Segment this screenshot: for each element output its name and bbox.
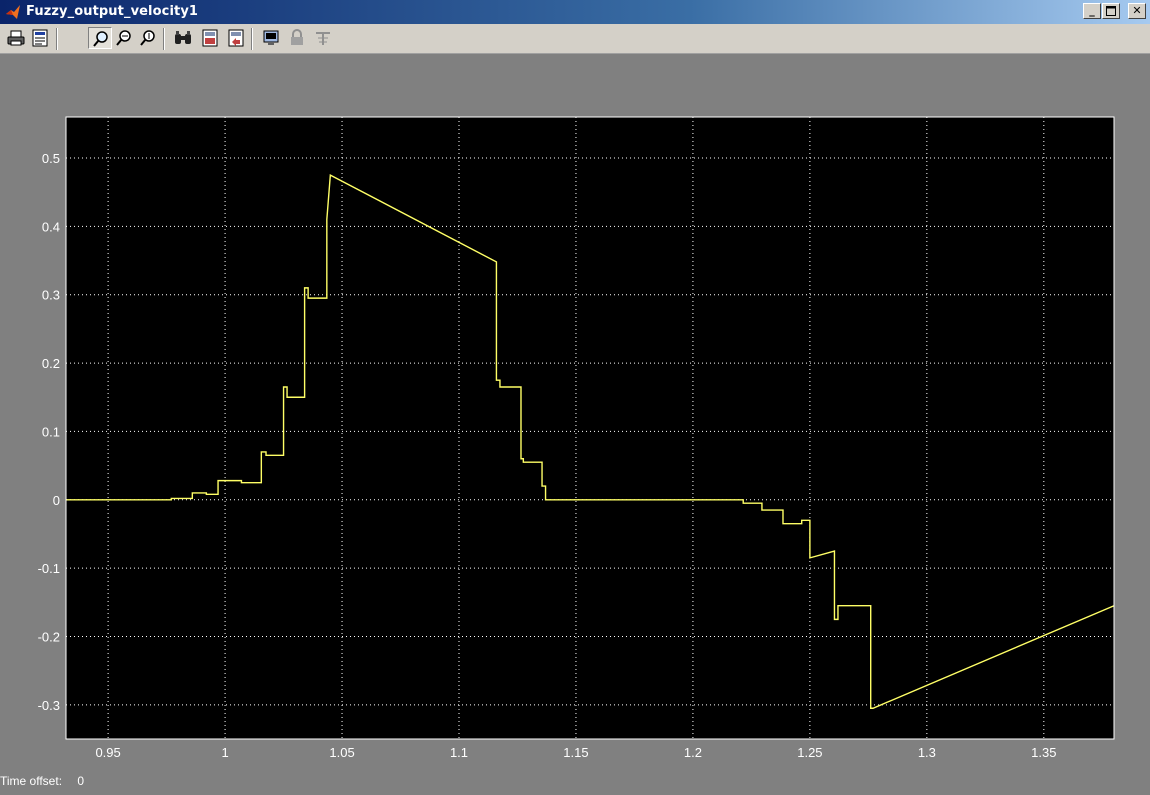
y-tick-label: 0.1 — [42, 424, 60, 439]
matlab-logo-icon — [6, 5, 20, 19]
tick-labels: 0.95 1 1.05 1.1 1.15 1.2 1.25 1.3 1.35 -0.3 -0.2 -0… — [38, 151, 1057, 760]
x-tick-label: 1.05 — [329, 745, 354, 760]
y-tick-label: 0.4 — [42, 219, 60, 234]
close-icon: ✕ — [1132, 4, 1142, 17]
save-axes-settings-icon — [202, 29, 218, 47]
zoom-y-icon — [140, 30, 155, 46]
y-tick-label: 0 — [53, 493, 60, 508]
save-axes-settings-button[interactable] — [198, 27, 222, 49]
window-title: Fuzzy_output_velocity1 — [26, 4, 199, 19]
x-tick-label: 1.35 — [1031, 745, 1056, 760]
y-tick-label: 0.2 — [42, 356, 60, 371]
signal-selection-icon — [316, 32, 330, 45]
zoom-button[interactable] — [88, 27, 112, 49]
restore-axes-settings-icon — [228, 29, 244, 47]
x-tick-label: 1.3 — [918, 745, 936, 760]
axes-background — [66, 117, 1114, 739]
zoom-x-button[interactable] — [112, 27, 136, 49]
x-tick-label: 1.25 — [797, 745, 822, 760]
y-tick-label: -0.1 — [38, 561, 60, 576]
minimize-icon: _ — [1089, 4, 1095, 17]
x-tick-label: 1 — [221, 745, 228, 760]
print-preview-icon — [32, 29, 48, 47]
time-offset-value: 0 — [77, 774, 85, 788]
minimize-button[interactable]: _ — [1083, 3, 1101, 19]
axes-frame — [65, 116, 1115, 740]
zoom-y-button[interactable] — [136, 27, 160, 49]
autoscale-icon — [175, 31, 191, 44]
toolbar — [0, 24, 1150, 54]
x-tick-label: 1.1 — [450, 745, 468, 760]
floating-scope-icon — [263, 30, 279, 45]
maximize-icon — [1106, 6, 1116, 16]
print-icon — [7, 30, 25, 46]
zoom-icon — [93, 31, 108, 47]
maximize-button[interactable] — [1102, 3, 1120, 19]
x-tick-label: 1.15 — [563, 745, 588, 760]
zoom-x-icon — [116, 30, 131, 46]
signal-selection-button[interactable] — [311, 27, 335, 49]
time-offset-readout: Time offset: 0 — [0, 774, 84, 788]
scope-chart[interactable]: 0.95 1 1.05 1.1 1.15 1.2 1.25 1.3 1.35 -0.3 -0.2 -0… — [0, 55, 1150, 770]
autoscale-button[interactable] — [171, 27, 195, 49]
x-tick-label: 1.2 — [684, 745, 702, 760]
lock-axes-button[interactable] — [285, 27, 309, 49]
y-tick-label: -0.2 — [38, 629, 60, 644]
restore-axes-settings-button[interactable] — [224, 27, 248, 49]
y-tick-label: 0.3 — [42, 288, 60, 303]
x-tick-label: 0.95 — [95, 745, 120, 760]
signal-trace — [66, 173, 1115, 709]
print-button[interactable] — [4, 27, 28, 49]
floating-scope-button[interactable] — [259, 27, 283, 49]
y-tick-label: -0.3 — [38, 698, 60, 713]
time-offset-label: Time offset: — [0, 774, 63, 788]
print-preview-button[interactable] — [28, 27, 52, 49]
close-button[interactable]: ✕ — [1128, 3, 1146, 19]
lock-axes-icon — [291, 29, 303, 45]
scope-plot-area: 0.95 1 1.05 1.1 1.15 1.2 1.25 1.3 1.35 -0.3 -0.2 -0… — [0, 55, 1150, 795]
title-bar[interactable]: Fuzzy_output_velocity1 _ ✕ — [0, 0, 1150, 24]
y-tick-label: 0.5 — [42, 151, 60, 166]
